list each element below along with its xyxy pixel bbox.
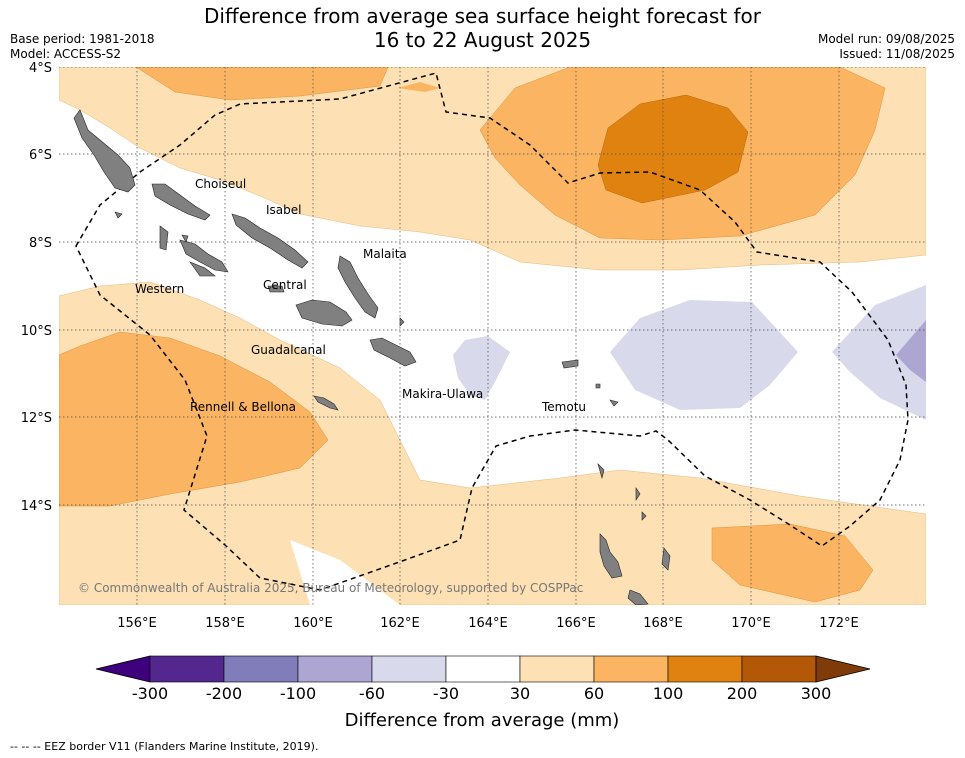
islands (73, 109, 671, 605)
longitude-labels: 156°E 158°E 160°E 162°E 164°E 166°E 168°… (117, 616, 859, 631)
band-neg-30-60-c (832, 285, 926, 420)
lat-label: 10°S (21, 324, 52, 339)
model-name: Model: ACCESS-S2 (10, 47, 122, 61)
colorbar-segment (741, 655, 817, 683)
colorbar-segment (519, 655, 595, 683)
island-choiseul-group (73, 109, 136, 193)
colorbar-segment (223, 655, 299, 683)
colorbar-tick-label: 30 (510, 684, 530, 703)
band-60-100-northwest (135, 67, 389, 101)
island-makira (369, 337, 417, 367)
meta-left: Base period: 1981-2018 Model: ACCESS-S2 (10, 32, 155, 62)
meta-right: Model run: 09/08/2025 Issued: 11/08/2025 (818, 32, 955, 62)
island-new-georgia (159, 225, 229, 277)
lon-label: 168°E (643, 616, 683, 631)
colorbar (95, 655, 871, 683)
band-30-60-southwest (59, 281, 926, 605)
colorbar-tick-label: -300 (132, 684, 168, 703)
region-isabel: Isabel (266, 203, 301, 217)
colorbar-tick-label: 100 (653, 684, 684, 703)
eez-legend-note: -- -- -- EEZ border V11 (Flanders Marine… (10, 740, 319, 753)
colorbar-tick-label: 200 (727, 684, 758, 703)
colorbar-ticks: -300 -200 -100 -60 -30 30 60 100 200 300 (132, 684, 831, 703)
island-temotu (561, 359, 619, 407)
lat-label: 8°S (29, 236, 52, 251)
title-line-1: Difference from average sea surface heig… (203, 4, 762, 28)
band-100-200-north (597, 94, 749, 204)
region-choiseul: Choiseul (195, 177, 246, 191)
region-guadalcanal: Guadalcanal (251, 343, 326, 357)
band-neg-30-60-a (453, 336, 510, 400)
colorbar-segment (297, 655, 373, 683)
lon-label: 172°E (819, 616, 859, 631)
lat-label: 14°S (21, 499, 52, 514)
colorbar-segment (593, 655, 669, 683)
island-rennell (313, 395, 339, 411)
lon-label: 162°E (380, 616, 420, 631)
lon-label: 164°E (468, 616, 508, 631)
colorbar-label: Difference from average (mm) (345, 710, 620, 731)
band-60-100-southeast (711, 523, 874, 603)
lat-label: 4°S (29, 61, 52, 76)
region-western: Western (135, 282, 184, 296)
map-title: Difference from average sea surface heig… (0, 4, 965, 52)
island-malaita (337, 255, 379, 319)
title-line-2: 16 to 22 August 2025 (373, 28, 592, 52)
copyright-notice: © Commonwealth of Australia 2025, Bureau… (78, 581, 583, 595)
region-rennell-bellona: Rennell & Bellona (190, 400, 296, 414)
colorbar-tick-label: 300 (801, 684, 832, 703)
base-period: Base period: 1981-2018 (10, 32, 155, 46)
colorbar-segment (445, 655, 521, 683)
island-small-a (114, 211, 605, 480)
band-neg-60-100 (896, 320, 926, 382)
island-vanuatu-north (599, 487, 671, 605)
colorbar-segment (371, 655, 447, 683)
region-temotu: Temotu (541, 400, 586, 414)
colorbar-tick-label: 60 (584, 684, 604, 703)
issued-date: Issued: 11/08/2025 (839, 47, 955, 61)
colorbar-tick-label: -100 (280, 684, 316, 703)
lon-label: 160°E (293, 616, 333, 631)
region-central: Central (263, 278, 307, 292)
lon-label: 166°E (556, 616, 596, 631)
lon-label: 156°E (117, 616, 157, 631)
colorbar-segment (667, 655, 743, 683)
island-isabel (231, 213, 309, 269)
colorbar-tick-label: -200 (206, 684, 242, 703)
region-makira-ulawa: Makira-Ulawa (402, 387, 483, 401)
lat-label: 6°S (29, 148, 52, 163)
lon-label: 170°E (731, 616, 771, 631)
island-central (267, 285, 285, 293)
graticule (59, 67, 926, 605)
band-60-100-west (59, 331, 329, 507)
colorbar-segment (149, 655, 225, 683)
lat-label: 12°S (21, 411, 52, 426)
region-malaita: Malaita (363, 247, 407, 261)
colorbar-extend-high (815, 655, 871, 683)
band-60-100-northwest-small (398, 82, 440, 92)
lon-label: 158°E (205, 616, 245, 631)
island-choiseul (151, 183, 211, 221)
map-area: Choiseul Isabel Malaita Western Central … (59, 67, 926, 605)
colorbar-extend-low (95, 655, 151, 683)
model-run: Model run: 09/08/2025 (817, 32, 955, 46)
island-guadalcanal (295, 299, 353, 327)
colorbar-tick-label: -30 (433, 684, 459, 703)
colorbar-tick-label: -60 (359, 684, 385, 703)
latitude-labels: 4°S 6°S 8°S 10°S 12°S 14°S (21, 61, 52, 514)
eez-border (75, 72, 909, 591)
